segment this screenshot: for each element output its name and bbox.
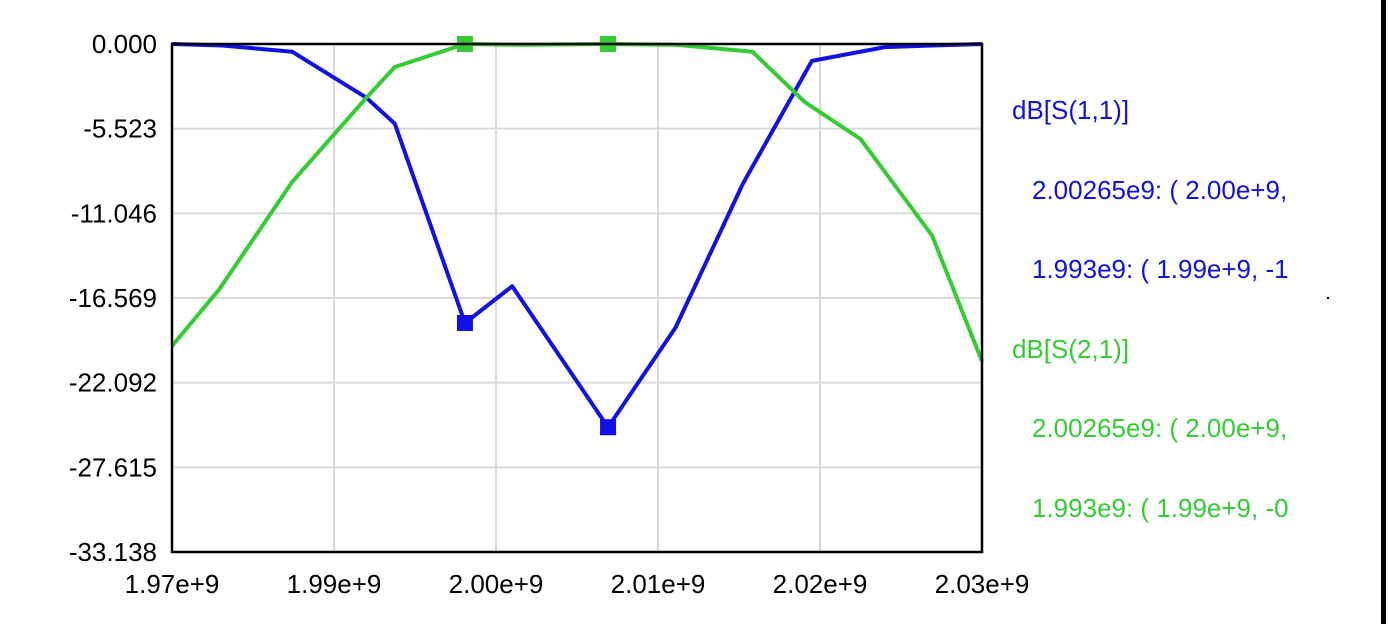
x-tick-label: 2.01e+9: [611, 569, 706, 599]
series-line-s21: [170, 42, 984, 363]
stray-dot: [1327, 297, 1329, 299]
y-tick-label: 0.000: [92, 29, 157, 59]
tick-labels: 0.000 -5.523 -11.046 -16.569 -22.092 -27.615 -…: [69, 29, 1030, 599]
y-tick-label: -5.523: [83, 114, 157, 144]
legend-annotation-s11-2: 1.993e9: ( 1.99e+9, -1: [1032, 254, 1289, 284]
marker-s11-1[interactable]: [456, 315, 473, 332]
x-tick-label: 1.99e+9: [287, 569, 382, 599]
legend-entry-s21: dB[S(2,1)]: [1012, 333, 1130, 364]
y-tick-label: -22.092: [69, 368, 157, 398]
legend-annotation-s21-1: 2.00265e9: ( 2.00e+9,: [1032, 413, 1288, 443]
y-tick-label: -16.569: [69, 283, 157, 313]
plot-frame: [170, 42, 984, 554]
y-tick-label: -33.138: [69, 537, 157, 567]
y-tick-label: -27.615: [69, 452, 157, 482]
legend-entry-s11: dB[S(1,1)]: [1012, 95, 1130, 125]
legend-annotation-s21-2: 1.993e9: ( 1.99e+9, -0: [1032, 492, 1289, 523]
grid-lines: [172, 44, 982, 552]
marker-s11-2[interactable]: [600, 419, 617, 436]
x-tick-label: 1.97e+9: [125, 569, 220, 599]
x-tick-label: 2.00e+9: [449, 569, 544, 599]
y-tick-label: -11.046: [71, 198, 157, 228]
legend: dB[S(1,1)] 2.00265e9: ( 2.00e+9, 1.993e9…: [1012, 44, 1380, 548]
legend-annotation-s11-1: 2.00265e9: ( 2.00e+9,: [1032, 174, 1288, 205]
x-tick-label: 2.03e+9: [935, 569, 1030, 599]
window-right-border: [1381, 0, 1386, 624]
series-line-s11: [171, 42, 983, 430]
x-tick-label: 2.02e+9: [773, 569, 868, 599]
series-lines: [170, 36, 984, 436]
